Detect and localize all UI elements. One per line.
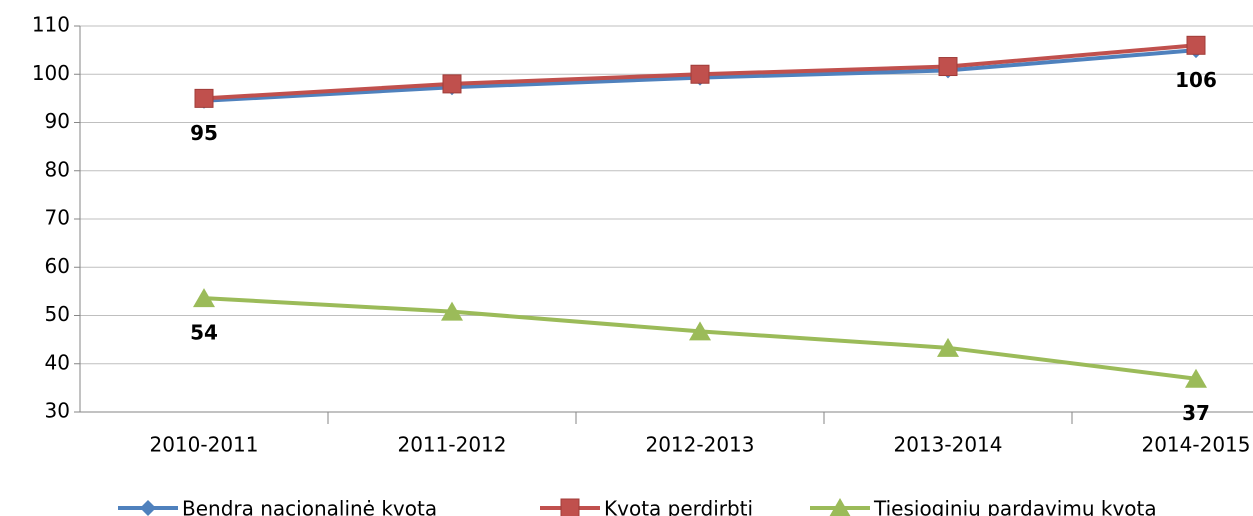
y-tick-label: 40 xyxy=(45,350,70,374)
legend-marker xyxy=(829,498,851,516)
point-marker xyxy=(938,57,958,77)
point-marker xyxy=(194,88,214,108)
legend-label: Tiesioginių pardavimų kvota xyxy=(873,497,1157,516)
x-tick-label: 2012-2013 xyxy=(645,433,754,457)
x-tick-label: 2011-2012 xyxy=(397,433,506,457)
point-marker xyxy=(690,64,710,84)
point-marker xyxy=(441,301,463,321)
data-label: 106 xyxy=(1175,68,1217,92)
point-marker xyxy=(1186,35,1206,55)
y-tick-label: 30 xyxy=(45,399,70,423)
y-tick-label: 50 xyxy=(45,302,70,326)
point-marker xyxy=(442,74,462,94)
data-label: 54 xyxy=(190,321,218,345)
point-marker xyxy=(689,321,711,341)
legend-marker xyxy=(560,498,580,516)
x-tick-label: 2014-2015 xyxy=(1141,433,1250,457)
y-tick-label: 90 xyxy=(45,109,70,133)
legend-label: Kvota perdirbti xyxy=(604,497,753,516)
point-marker xyxy=(1185,368,1207,388)
point-marker xyxy=(937,337,959,357)
x-tick-label: 2013-2014 xyxy=(893,433,1002,457)
legend-marker xyxy=(140,500,156,516)
y-tick-label: 80 xyxy=(45,157,70,181)
x-tick-label: 2010-2011 xyxy=(149,433,258,457)
data-label: 37 xyxy=(1182,401,1210,425)
data-label: 95 xyxy=(190,121,218,145)
point-marker xyxy=(193,288,215,308)
y-tick-label: 110 xyxy=(32,13,70,37)
legend-label: Bendra nacionalinė kvota xyxy=(182,497,437,516)
y-tick-label: 100 xyxy=(32,61,70,85)
y-tick-label: 60 xyxy=(45,254,70,278)
y-tick-label: 70 xyxy=(45,206,70,230)
